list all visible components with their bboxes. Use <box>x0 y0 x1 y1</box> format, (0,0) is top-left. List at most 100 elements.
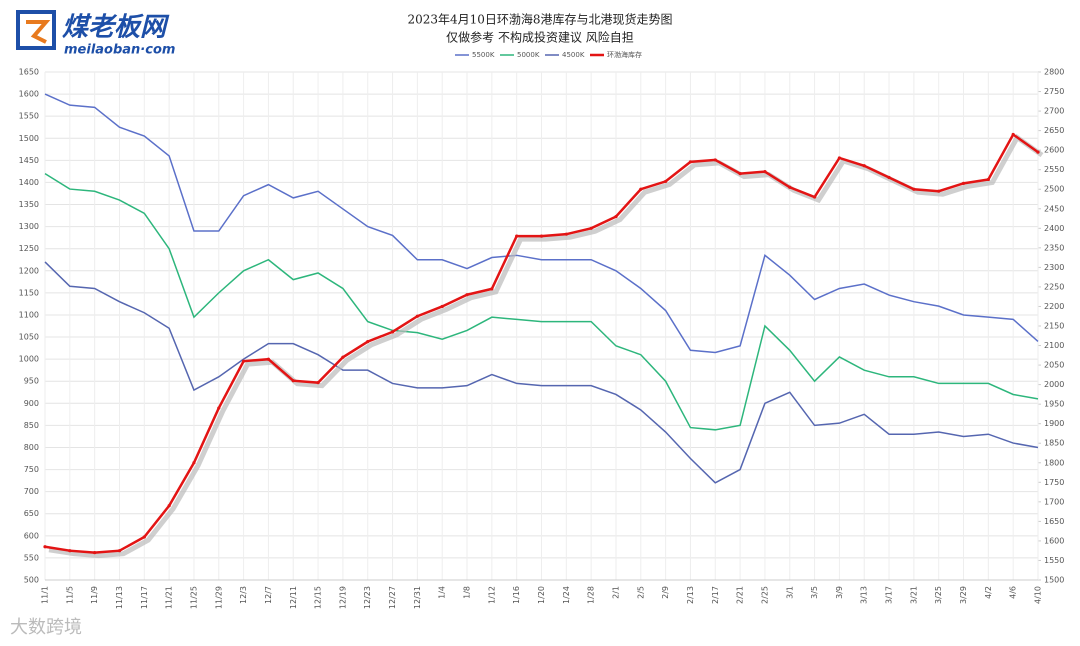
y-tick-label: 1250 <box>19 244 39 253</box>
y2-tick-label: 2600 <box>1044 146 1064 155</box>
series-line <box>44 93 1039 354</box>
y-tick-label: 550 <box>24 553 39 562</box>
x-tick-label: 11/1 <box>41 586 50 604</box>
y-tick-label: 700 <box>24 487 39 496</box>
point <box>142 535 146 539</box>
y2-tick-label: 1650 <box>1044 517 1064 526</box>
x-tick-label: 3/29 <box>959 586 968 604</box>
y-tick-label: 900 <box>24 399 39 408</box>
brand-url: meilaoban·com <box>64 43 175 58</box>
x-tick-label: 3/25 <box>934 586 943 604</box>
point <box>192 461 196 465</box>
point <box>43 545 47 549</box>
x-tick-label: 3/13 <box>860 586 869 604</box>
point <box>440 304 444 309</box>
logo-icon <box>16 10 56 50</box>
point <box>266 357 271 361</box>
x-tick-label: 4/2 <box>984 586 993 599</box>
x-tick-label: 4/10 <box>1034 586 1043 604</box>
x-tick-label: 3/1 <box>785 586 794 599</box>
y-tick-label: 850 <box>24 421 39 430</box>
y2-tick-label: 2800 <box>1044 68 1064 77</box>
point <box>763 170 767 174</box>
y2-tick-label: 1550 <box>1044 556 1064 565</box>
y2-tick-label: 1800 <box>1044 458 1064 467</box>
y2-tick-label: 2450 <box>1044 204 1064 213</box>
point <box>887 175 891 180</box>
y-tick-label: 800 <box>24 443 39 452</box>
legend-label: 4500K <box>562 51 585 59</box>
y-tick-label: 1600 <box>19 90 39 99</box>
point <box>465 293 469 297</box>
y-tick-label: 1050 <box>19 333 39 342</box>
y2-tick-label: 2200 <box>1044 302 1064 311</box>
legend-label: 环渤海库存 <box>607 50 642 59</box>
x-tick-label: 11/17 <box>140 586 149 609</box>
y-tick-label: 1550 <box>19 112 39 121</box>
point <box>1011 132 1015 137</box>
y2-tick-label: 2000 <box>1044 380 1064 389</box>
logo: 煤老板网 meilaoban·com <box>16 10 175 58</box>
y2-tick-label: 2250 <box>1044 282 1064 291</box>
y2-tick-label: 1600 <box>1044 536 1064 545</box>
point <box>1036 150 1040 154</box>
x-tick-label: 1/4 <box>438 586 447 599</box>
y2-tick-label: 2400 <box>1044 224 1064 233</box>
y-tick-label: 500 <box>24 576 39 585</box>
y-tick-label: 1150 <box>19 288 39 297</box>
x-tick-label: 11/25 <box>189 586 198 609</box>
y2-tick-label: 2550 <box>1044 165 1064 174</box>
x-tick-label: 12/7 <box>264 586 273 604</box>
point <box>713 158 717 162</box>
chart-title: 2023年4月10日环渤海8港库存与北港现货走势图 <box>407 12 672 27</box>
y-tick-label: 1000 <box>19 355 39 364</box>
x-tick-label: 12/27 <box>388 586 397 609</box>
point <box>415 314 419 318</box>
x-tick-label: 11/9 <box>90 586 99 604</box>
point <box>664 179 668 184</box>
y-tick-label: 750 <box>24 465 39 474</box>
point <box>986 177 990 182</box>
y2-tick-label: 2350 <box>1044 243 1064 252</box>
x-tick-label: 2/21 <box>736 586 745 604</box>
x-tick-label: 2/9 <box>661 586 670 599</box>
point <box>539 234 544 238</box>
legend-label: 5000K <box>517 51 540 59</box>
point <box>217 406 221 410</box>
point <box>937 189 941 193</box>
y2-tick-label: 2300 <box>1044 263 1064 272</box>
series-line <box>44 172 1039 431</box>
point <box>862 164 866 168</box>
y-tick-label: 950 <box>24 377 39 386</box>
point <box>291 379 295 383</box>
chart-subtitle: 仅做参考 不构成投资建议 风险自担 <box>446 30 634 45</box>
x-tick-label: 1/28 <box>587 586 596 604</box>
x-tick-label: 3/21 <box>909 586 918 604</box>
point <box>68 549 72 553</box>
point <box>738 172 742 176</box>
legend-label: 5500K <box>472 51 495 59</box>
point <box>812 195 817 199</box>
y2-tick-label: 1850 <box>1044 439 1064 448</box>
x-tick-label: 4/6 <box>1009 586 1018 599</box>
y2-tick-label: 2650 <box>1044 126 1064 135</box>
x-tick-label: 11/13 <box>115 586 124 609</box>
x-tick-label: 12/11 <box>289 586 298 609</box>
y-tick-label: 600 <box>24 531 39 540</box>
y-tick-label: 1200 <box>19 266 39 275</box>
x-tick-label: 11/5 <box>65 586 74 604</box>
x-tick-label: 2/17 <box>711 586 720 604</box>
point <box>167 504 171 508</box>
point <box>117 549 122 553</box>
point <box>614 214 618 219</box>
x-tick-label: 2/13 <box>686 586 695 604</box>
y-tick-label: 1500 <box>19 134 39 143</box>
x-tick-label: 3/17 <box>885 586 894 604</box>
y-tick-label: 1450 <box>19 156 39 165</box>
y2-tick-label: 2750 <box>1044 87 1064 96</box>
y-tick-label: 1300 <box>19 222 39 231</box>
point <box>788 185 792 189</box>
point <box>515 234 519 238</box>
y-tick-label: 1350 <box>19 200 39 209</box>
